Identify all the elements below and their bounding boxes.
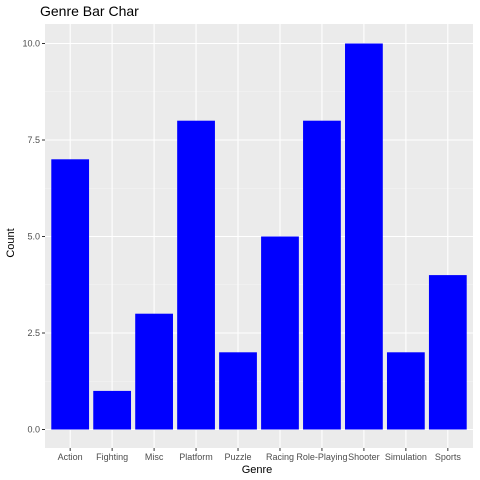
y-tick-label: 2.5 (27, 328, 40, 338)
x-axis-title: Genre (242, 464, 273, 476)
chart-title: Genre Bar Char (40, 3, 139, 19)
y-axis: 0.0 2.5 5.0 7.5 10.0 (22, 39, 45, 435)
x-tick-label: Misc (145, 452, 164, 462)
x-tick-label: Racing (266, 452, 294, 462)
y-tick-label: 10.0 (22, 39, 40, 49)
y-axis-title: Count (5, 228, 17, 257)
x-tick-label: Fighting (96, 452, 128, 462)
y-tick-label: 7.5 (27, 135, 40, 145)
bar-racing (261, 236, 299, 430)
bar-role-playing (303, 120, 341, 430)
x-tick-label: Role-Playing (296, 452, 347, 462)
bar-misc (135, 313, 173, 430)
x-axis: Action Fighting Misc Platform Puzzle Racing Ro… (58, 448, 462, 462)
x-tick-label: Platform (179, 452, 213, 462)
x-tick-label: Action (58, 452, 83, 462)
bar-puzzle (219, 352, 257, 430)
bar-platform (177, 120, 215, 430)
bar-fighting (93, 390, 132, 430)
x-tick-label: Shooter (348, 452, 380, 462)
bars (51, 43, 467, 430)
bar-sports (428, 275, 467, 430)
x-tick-label: Puzzle (225, 452, 252, 462)
y-tick-label: 5.0 (27, 232, 40, 242)
x-tick-label: Sports (435, 452, 462, 462)
y-tick-label: 0.0 (27, 425, 40, 435)
x-tick-label: Simulation (385, 452, 427, 462)
bar-simulation (386, 352, 425, 430)
bar-shooter (345, 43, 383, 430)
bar-action (51, 159, 90, 430)
